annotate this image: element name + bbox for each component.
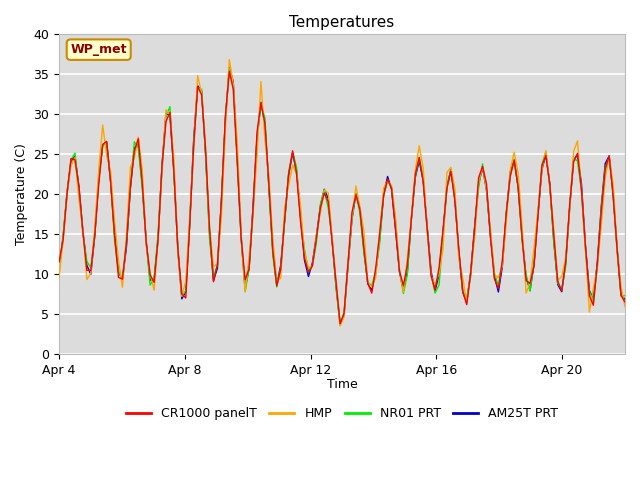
Title: Temperatures: Temperatures: [289, 15, 395, 30]
Text: WP_met: WP_met: [70, 43, 127, 56]
Legend: CR1000 panelT, HMP, NR01 PRT, AM25T PRT: CR1000 panelT, HMP, NR01 PRT, AM25T PRT: [121, 402, 563, 425]
X-axis label: Time: Time: [326, 378, 358, 391]
Y-axis label: Temperature (C): Temperature (C): [15, 143, 28, 245]
